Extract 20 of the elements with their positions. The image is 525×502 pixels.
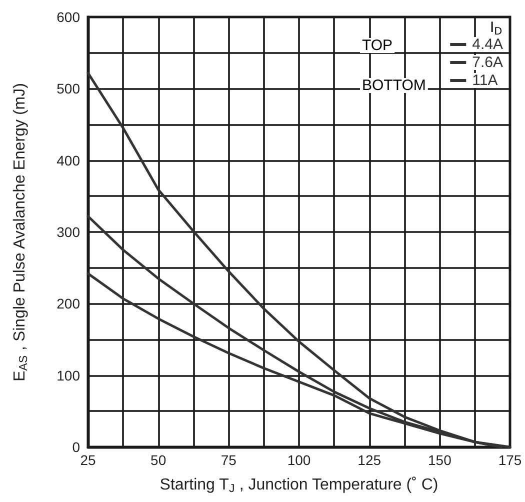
x-tick-label: 100 xyxy=(287,452,311,468)
x-tick-label: 175 xyxy=(498,452,522,468)
annotation: BOTTOM xyxy=(362,77,426,94)
annotation: TOP xyxy=(362,37,393,54)
y-tick-label: 500 xyxy=(56,80,80,97)
legend-label: 4.4A xyxy=(472,36,503,53)
y-axis-title: EAS , Single Pulse Avalanche Energy (mJ) xyxy=(12,83,30,382)
x-tick-label: 50 xyxy=(150,452,166,468)
x-tick-label: 150 xyxy=(428,452,452,468)
y-tick-label: 0 xyxy=(72,439,80,455)
x-tick-label: 125 xyxy=(358,452,382,468)
y-tick-label: 400 xyxy=(56,152,80,168)
y-tick-label: 600 xyxy=(56,9,80,25)
y-tick-label: 200 xyxy=(56,296,80,312)
y-tick-label: 300 xyxy=(56,224,80,240)
legend-label: 7.6A xyxy=(472,54,503,71)
y-tick-label: 100 xyxy=(56,367,80,384)
x-tick-label: 75 xyxy=(220,452,237,468)
legend-label: 11A xyxy=(472,72,498,89)
x-tick-label: 25 xyxy=(80,452,96,468)
